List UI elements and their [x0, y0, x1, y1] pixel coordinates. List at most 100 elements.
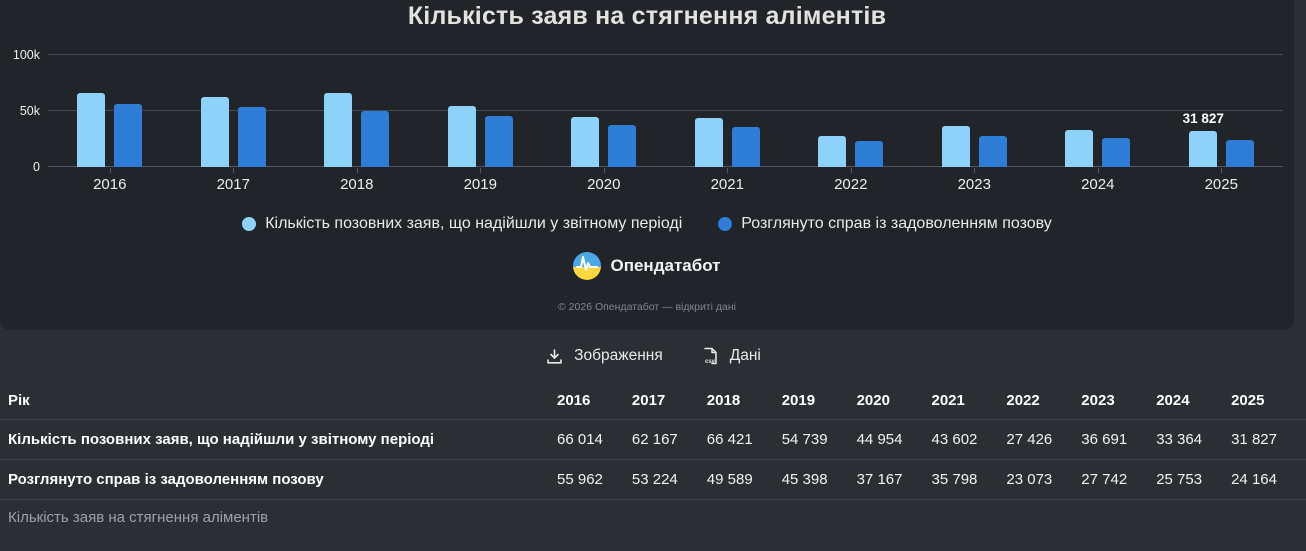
bar-2023-series1[interactable] — [978, 136, 1007, 167]
bar-2018-series0[interactable] — [324, 93, 353, 167]
bar-group-2022 — [789, 55, 913, 173]
chart-card: Кількість заяв на стягнення аліментів 0 5… — [0, 0, 1294, 330]
opendatabot-logo-icon — [573, 252, 602, 280]
bar-2017-series0[interactable] — [200, 97, 229, 167]
bar-value-label: 31 827 — [1182, 111, 1224, 126]
table-cell: 37 167 — [856, 471, 903, 488]
copyright-text: © 2026 Опендатабот — відкриті дані — [558, 301, 736, 313]
data-table: Рік 2016 2017 2018 2019 2020 2021 2022 2023 2024 2… — [0, 381, 1306, 500]
svg-text:csv: csv — [705, 359, 716, 365]
table-cell: 49 589 — [706, 471, 753, 488]
table-cell: 66 421 — [706, 431, 753, 448]
x-axis-tick-2017 — [233, 168, 235, 173]
table-header-row: Рік 2016 2017 2018 2019 2020 2021 2022 2023 2024 2… — [0, 381, 1306, 420]
table-cell: 25 753 — [1156, 471, 1203, 488]
bar-2021-series0[interactable] — [694, 118, 723, 167]
chart-legend: Кількість позовних заяв, що надійшли у з… — [0, 215, 1294, 233]
table-cell: 54 739 — [781, 431, 828, 448]
table-cell: 31 827 — [1231, 431, 1277, 448]
bar-group-2023 — [913, 55, 1037, 173]
plot-groups: 31 827 — [48, 55, 1284, 173]
bar-2021-series1[interactable] — [731, 127, 760, 167]
x-axis-tick-2024 — [1097, 168, 1099, 173]
x-axis-tick-2018 — [356, 168, 358, 173]
table-cell: 36 691 — [1081, 431, 1128, 448]
x-axis-tick-2022 — [850, 168, 852, 173]
plot-area: 0 50k 100k 31 827 — [13, 48, 1284, 174]
x-axis-label-2023: 2023 — [957, 176, 991, 193]
x-axis-label-2022: 2022 — [834, 176, 868, 193]
bar-group-2024 — [1036, 55, 1160, 173]
x-axis-label-2016: 2016 — [93, 176, 127, 193]
table-body: Кількість позовних заяв, що надійшли у з… — [0, 420, 1306, 500]
table-row-label: Розглянуто справ із задоволенням позову — [8, 471, 324, 488]
table-cell: 33 364 — [1156, 431, 1203, 448]
table-cell: 27 742 — [1081, 471, 1128, 488]
page-caption: Кількість заяв на стягнення аліментів — [8, 509, 269, 526]
table-header-year-2022: 2022 — [1006, 391, 1040, 409]
brand-name: Опендатабот — [610, 256, 721, 275]
table-cell: 23 073 — [1006, 471, 1053, 488]
y-axis-label-100k: 100k — [12, 48, 40, 62]
x-axis-label-2018: 2018 — [340, 176, 374, 193]
bar-2025-series0[interactable] — [1188, 131, 1217, 167]
bar-group-2016 — [48, 55, 172, 173]
bar-2025-series1[interactable] — [1225, 140, 1254, 167]
bar-2016-series0[interactable] — [77, 93, 106, 167]
bar-2020-series1[interactable] — [608, 125, 637, 167]
bar-2020-series0[interactable] — [571, 117, 600, 167]
table-header-year-2025: 2025 — [1231, 391, 1265, 409]
bar-2016-series1[interactable] — [114, 104, 143, 167]
download-data-label: Дані — [729, 347, 761, 364]
x-axis-tick-2023 — [974, 168, 976, 173]
bar-2018-series1[interactable] — [361, 111, 390, 167]
legend-item-series0[interactable]: Кількість позовних заяв, що надійшли у з… — [242, 215, 682, 233]
table-cell: 43 602 — [931, 431, 978, 448]
y-axis-label-50k: 50k — [19, 104, 40, 118]
x-axis-tick-2016 — [109, 168, 111, 173]
bar-2019-series1[interactable] — [484, 116, 513, 167]
x-axis-label-2025: 2025 — [1204, 176, 1238, 193]
download-image-label: Зображення — [574, 347, 663, 364]
x-axis-label-2024: 2024 — [1081, 176, 1115, 193]
table-header-year-2016: 2016 — [557, 391, 591, 409]
legend-marker-icon — [242, 217, 257, 231]
gridline-100k — [48, 54, 1283, 55]
table-cell: 27 426 — [1006, 431, 1053, 448]
bar-2023-series0[interactable] — [941, 126, 970, 167]
table-header-year-2018: 2018 — [706, 391, 741, 409]
x-axis-tick-2021 — [727, 168, 729, 173]
legend-label: Розглянуто справ із задоволенням позову — [741, 215, 1052, 232]
x-axis-tick-2019 — [480, 168, 482, 173]
bar-group-2018 — [295, 55, 419, 173]
y-axis-label-0: 0 — [33, 160, 40, 174]
table-row-label: Кількість позовних заяв, що надійшли у з… — [8, 431, 435, 448]
table-header-year-2023: 2023 — [1081, 391, 1115, 409]
brand-row: Опендатабот — [0, 252, 1294, 280]
download-image-button[interactable]: Зображення — [545, 347, 663, 366]
csv-file-icon: csv — [703, 347, 717, 365]
table-header-rik: Рік — [8, 391, 30, 409]
x-axis-label-2017: 2017 — [216, 176, 250, 193]
table-header-year-2017: 2017 — [631, 391, 666, 409]
bar-2024-series1[interactable] — [1102, 138, 1131, 167]
bar-2024-series0[interactable] — [1065, 130, 1094, 167]
table-cell: 55 962 — [557, 471, 603, 488]
table-cell: 44 954 — [856, 431, 903, 448]
bar-2017-series1[interactable] — [237, 107, 266, 167]
legend-item-series1[interactable]: Розглянуто справ із задоволенням позову — [718, 215, 1052, 233]
download-data-button[interactable]: csv Дані — [701, 346, 761, 366]
bar-2022-series0[interactable] — [818, 136, 847, 167]
x-axis-label-2019: 2019 — [463, 176, 497, 193]
bar-2022-series1[interactable] — [855, 141, 884, 167]
download-icon — [547, 348, 562, 364]
table-cell: 66 014 — [557, 431, 603, 448]
x-axis-tick-2020 — [603, 168, 605, 173]
table-header-year-2020: 2020 — [856, 391, 890, 409]
bar-2019-series0[interactable] — [447, 106, 476, 167]
chart-title: Кількість заяв на стягнення аліментів — [407, 2, 887, 30]
table-cell: 24 164 — [1231, 471, 1277, 488]
bar-group-2020 — [542, 55, 666, 173]
toolbar: Зображення csv Дані — [0, 346, 1306, 366]
bar-group-2025: 31 827 — [1160, 55, 1284, 173]
